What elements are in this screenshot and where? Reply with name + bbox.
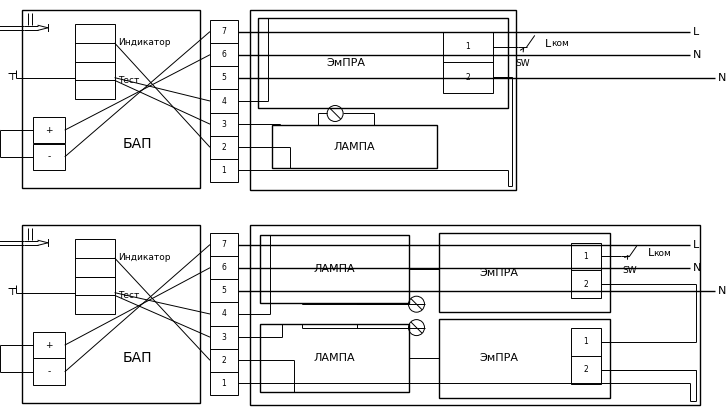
Text: 5: 5 bbox=[221, 286, 226, 296]
Text: 1: 1 bbox=[466, 42, 470, 51]
Text: L: L bbox=[693, 27, 700, 37]
Text: 6: 6 bbox=[221, 263, 226, 272]
Bar bbox=[439, 319, 610, 398]
Bar bbox=[272, 125, 437, 169]
Bar bbox=[33, 332, 65, 358]
Text: 1: 1 bbox=[584, 337, 588, 346]
Bar bbox=[76, 24, 114, 62]
Text: SW: SW bbox=[622, 266, 637, 275]
Text: Индикатор: Индикатор bbox=[119, 254, 171, 263]
Bar bbox=[33, 143, 65, 170]
Bar bbox=[210, 20, 238, 182]
Text: N: N bbox=[693, 263, 701, 273]
Bar bbox=[250, 10, 516, 190]
Text: 7: 7 bbox=[221, 240, 226, 249]
Text: ком: ком bbox=[551, 39, 569, 48]
Bar bbox=[443, 32, 493, 93]
Text: 4: 4 bbox=[221, 309, 226, 319]
Text: ЭмПРА: ЭмПРА bbox=[479, 353, 518, 363]
Text: 6: 6 bbox=[221, 50, 226, 59]
Text: ЭмПРА: ЭмПРА bbox=[326, 58, 365, 68]
Text: N: N bbox=[718, 73, 727, 83]
Text: БАП: БАП bbox=[123, 351, 152, 365]
Text: 7: 7 bbox=[221, 27, 226, 36]
Bar bbox=[571, 242, 601, 298]
Text: 1: 1 bbox=[221, 166, 226, 175]
Text: БАП: БАП bbox=[123, 136, 152, 150]
Text: N: N bbox=[693, 50, 701, 60]
Text: 2: 2 bbox=[466, 73, 470, 82]
Bar bbox=[260, 324, 408, 393]
Text: 3: 3 bbox=[221, 332, 226, 342]
Text: T: T bbox=[9, 73, 14, 82]
Text: ЛАМПА: ЛАМПА bbox=[333, 142, 375, 152]
Text: L: L bbox=[693, 240, 700, 249]
Text: T: T bbox=[9, 288, 14, 297]
Text: 5: 5 bbox=[221, 73, 226, 82]
Text: -: - bbox=[47, 152, 50, 162]
Bar bbox=[250, 225, 700, 405]
Text: ЛАМПА: ЛАМПА bbox=[314, 353, 355, 363]
Text: 1: 1 bbox=[584, 252, 588, 261]
Bar bbox=[258, 18, 508, 108]
Bar bbox=[260, 235, 408, 303]
Text: ЭмПРА: ЭмПРА bbox=[479, 268, 518, 277]
Bar bbox=[22, 10, 200, 188]
Text: 4: 4 bbox=[221, 97, 226, 106]
Text: Тест: Тест bbox=[119, 291, 140, 300]
Text: +: + bbox=[45, 126, 52, 135]
Bar bbox=[76, 239, 114, 277]
Bar bbox=[571, 328, 601, 383]
Bar bbox=[33, 358, 65, 385]
Text: L: L bbox=[545, 39, 551, 49]
Text: ЛАМПА: ЛАМПА bbox=[314, 264, 355, 274]
Bar bbox=[22, 225, 200, 403]
Text: 1: 1 bbox=[221, 379, 226, 388]
Bar bbox=[439, 233, 610, 312]
Text: SW: SW bbox=[515, 59, 530, 68]
Text: ком: ком bbox=[654, 249, 671, 258]
Text: +: + bbox=[45, 341, 52, 350]
Text: 2: 2 bbox=[584, 279, 588, 289]
Text: Тест: Тест bbox=[119, 76, 140, 85]
Text: L: L bbox=[647, 248, 654, 259]
Bar bbox=[76, 62, 114, 99]
Text: 2: 2 bbox=[221, 356, 226, 365]
Bar bbox=[33, 117, 65, 143]
Text: N: N bbox=[718, 286, 727, 296]
Text: 2: 2 bbox=[584, 365, 588, 374]
Text: 2: 2 bbox=[221, 143, 226, 152]
Text: -: - bbox=[47, 367, 50, 376]
Text: Индикатор: Индикатор bbox=[119, 39, 171, 47]
Bar bbox=[210, 233, 238, 395]
Bar bbox=[76, 277, 114, 314]
Text: 3: 3 bbox=[221, 120, 226, 129]
